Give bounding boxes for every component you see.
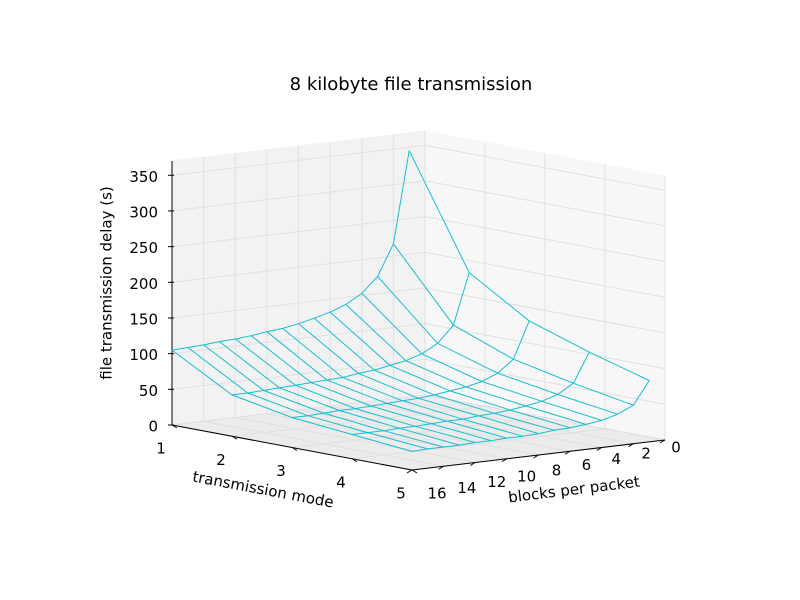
wire-line [351,351,590,435]
grid-line [171,323,666,370]
wire-line [345,304,587,425]
wire-line [219,341,460,446]
wire-line [329,311,571,429]
y-tick-label: 16 [427,485,446,503]
x-tick-label: 4 [336,473,346,491]
wire-line [266,331,508,439]
y-tick [406,469,413,474]
grid-line [171,251,666,298]
x-tick [411,469,418,474]
y-tick-label: 14 [457,479,476,497]
wire-line [231,272,470,396]
wire-line [171,349,413,452]
x-tick-label: 5 [396,485,406,503]
z-tick-label: 200 [129,275,158,293]
wire-line [361,292,602,421]
x-tick-label: 3 [276,462,286,480]
wire-line [250,335,492,442]
z-axis-label: file transmission delay (s) [98,186,116,379]
z-tick-label: 350 [129,168,158,186]
wire-line [313,317,555,431]
wire-line [411,380,650,452]
wire-line [298,323,539,435]
chart-title: 8 kilobyte file transmission [290,74,533,95]
wire-line [234,338,476,443]
wire-line [408,150,650,381]
wire-line [377,276,618,415]
z-tick-label: 100 [129,346,158,364]
y-tick-label: 12 [487,473,506,491]
y-tick-label: 6 [582,456,592,474]
wire-line [187,347,428,450]
x-tick-label: 1 [156,440,166,458]
z-tick-label: 300 [129,203,158,221]
y-tick-label: 2 [641,444,651,462]
grid-line [171,287,666,334]
z-tick-label: 0 [148,418,158,436]
wire-line [392,243,634,406]
grid-line [171,358,666,405]
wire-line [291,320,530,418]
y-tick-label: 0 [671,439,681,457]
z-tick-label: 150 [129,310,158,328]
wire-line [203,344,444,448]
y-tick-label: 10 [517,467,536,485]
grid-line [171,144,666,191]
axis-line [411,439,666,471]
wire-line [282,328,523,437]
grid-line [171,216,666,263]
x-axis-label: transmission mode [191,467,335,511]
x-tick-label: 2 [216,451,226,469]
y-tick-label: 4 [611,450,621,468]
z-tick-label: 50 [139,382,158,400]
wire-line [171,150,410,351]
axis-line [171,424,413,471]
y-tick-label: 8 [552,462,562,480]
z-tick-label: 250 [129,239,158,257]
grid-line [171,180,666,227]
